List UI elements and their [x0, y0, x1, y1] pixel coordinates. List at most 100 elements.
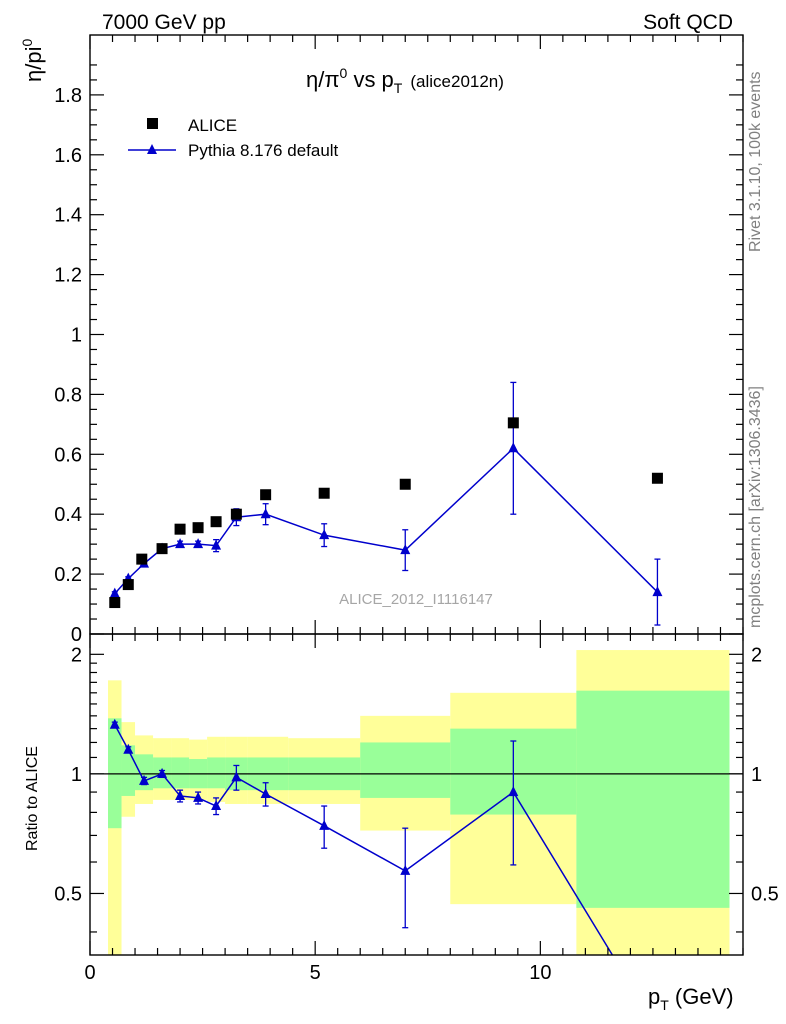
main-data-point — [156, 543, 168, 555]
main-data-point — [210, 516, 222, 528]
main-mc-point — [652, 586, 663, 597]
main-mc-point — [319, 529, 330, 540]
main-y-tick-label: 0 — [71, 624, 82, 646]
ratio-mc-points — [109, 718, 519, 875]
ratio-mc-point — [123, 743, 134, 754]
ratio-mc-point — [260, 787, 271, 798]
main-mc-line — [114, 447, 658, 595]
x-tick-labels: 0 5 10 — [84, 962, 551, 984]
main-mc-point — [109, 587, 120, 598]
energy-label: 7000 GeV pp — [102, 11, 226, 34]
ratio-band-inner — [207, 757, 226, 789]
main-mc-point — [175, 538, 186, 549]
ratio-y-tick-label-left: 1 — [71, 764, 82, 786]
ratio-mc-point — [193, 791, 204, 802]
main-data-point — [136, 553, 148, 565]
main-data-point — [192, 522, 204, 534]
main-y-tick-label: 0.6 — [54, 444, 82, 466]
ratio-y-tick-label-right: 2 — [751, 644, 762, 666]
category-label: Soft QCD — [643, 11, 733, 34]
ratio-mc-point — [139, 774, 150, 785]
ratio-mc-point — [400, 864, 411, 875]
ratio-mc-point — [175, 789, 186, 800]
main-data-point — [109, 597, 121, 609]
x-label-main: p — [648, 984, 660, 1009]
ratio-y-tick-label-left: 2 — [71, 644, 82, 666]
ratio-mc-point — [231, 771, 242, 782]
ratio-y-tick-label-right: 0.5 — [751, 883, 779, 905]
main-data-point — [651, 472, 663, 484]
main-mc-point — [508, 442, 519, 453]
ratio-mc-point — [157, 767, 168, 778]
ratio-band-inner — [576, 690, 730, 908]
ratio-mc-point — [211, 800, 222, 811]
ratio-bands — [108, 650, 730, 955]
main-mc-errorbars — [111, 381, 661, 626]
main-data-point — [318, 487, 330, 499]
main-y-tick-label: 1.2 — [54, 265, 82, 287]
x-axis-label: pT (GeV) — [648, 984, 734, 1013]
y-label-sup: 0 — [19, 39, 35, 47]
rivet-version-label: Rivet 3.1.10, 100k events — [747, 71, 764, 252]
x-tick-label: 0 — [84, 962, 95, 984]
title-mid: vs p — [347, 67, 393, 92]
main-data-point — [230, 508, 242, 520]
legend-alice-marker — [147, 118, 158, 129]
main-data-point — [122, 579, 134, 591]
ratio-mc-point — [508, 786, 519, 797]
main-data-point — [507, 417, 519, 429]
legend: ALICE Pythia 8.176 default — [128, 116, 339, 160]
title-sup: 0 — [340, 65, 348, 81]
title-main: η/π — [306, 67, 340, 92]
y-label-main: η/pi — [21, 47, 46, 82]
ratio-y-tick-label-left: 0.5 — [54, 883, 82, 905]
main-x-ticks — [89, 35, 744, 634]
legend-pythia-marker — [147, 144, 157, 154]
main-y-tick-label: 0.8 — [54, 384, 82, 406]
ratio-y-tick-label-right: 1 — [751, 764, 762, 786]
main-data-point — [174, 523, 186, 535]
ratio-y-label: Ratio to ALICE — [24, 746, 41, 851]
mcplots-label: mcplots.cern.ch [arXiv:1306.3436] — [747, 386, 764, 628]
ratio-plot: 0.5 1 2 0.5 1 2 0 5 10 Ratio to ALICE pT (GeV) — [24, 633, 779, 1013]
main-y-tick-label: 1.8 — [54, 85, 82, 107]
ratio-y-tick-labels-left: 0.5 1 2 — [54, 644, 82, 905]
x-tick-label: 10 — [529, 962, 551, 984]
main-data-point — [399, 478, 411, 490]
main-mc-points — [109, 442, 663, 598]
main-y-tick-label: 1 — [71, 325, 82, 347]
ratio-plot-frame — [89, 633, 744, 956]
main-y-tick-label: 0.2 — [54, 564, 82, 586]
ratio-y-tick-labels-right: 0.5 1 2 — [751, 644, 779, 905]
x-tick-label: 5 — [310, 962, 321, 984]
ratio-mc-point — [319, 819, 330, 830]
x-label-sub: T — [660, 997, 669, 1013]
watermark: ALICE_2012_I1116147 — [339, 591, 493, 608]
main-y-tick-label: 1.4 — [54, 205, 82, 227]
legend-pythia-label: Pythia 8.176 default — [188, 141, 339, 160]
main-y-ticks — [90, 64, 743, 635]
ratio-band-inner — [171, 757, 190, 789]
x-label-rest: (GeV) — [669, 984, 734, 1009]
title-tag: (alice2012n) — [410, 72, 504, 91]
ratio-y-ticks — [90, 653, 743, 933]
main-mc-point — [260, 508, 271, 519]
legend-alice-label: ALICE — [188, 116, 237, 135]
main-y-tick-label: 1.6 — [54, 145, 82, 167]
ratio-mc-point — [109, 718, 120, 729]
ratio-band-inner — [108, 718, 122, 829]
main-mc-point — [400, 544, 411, 555]
ratio-band-inner — [135, 754, 154, 791]
main-mc-point — [211, 539, 222, 550]
main-plot: 00.20.40.60.811.21.41.61.8 η/π0 vs pT (al… — [19, 34, 744, 646]
main-mc-point — [193, 538, 204, 549]
main-y-tick-labels: 0 0.2 0.4 0.6 0.8 1 1.2 1.4 1.6 1.8 — [54, 85, 82, 646]
ratio-band-inner — [360, 742, 451, 798]
main-y-tick-label: 0.4 — [54, 504, 82, 526]
main-data-points — [109, 417, 663, 609]
chart-title: η/π0 vs pT (alice2012n) — [306, 65, 504, 96]
main-y-label: η/pi0 — [19, 39, 46, 82]
ratio-x-ticks — [89, 634, 744, 955]
title-sub: T — [394, 80, 403, 96]
